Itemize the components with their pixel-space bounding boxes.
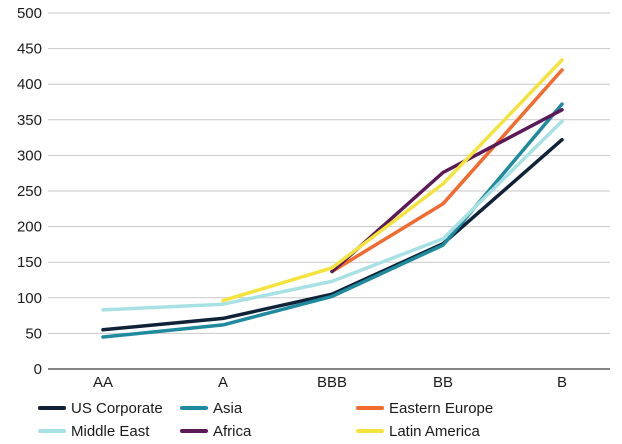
legend-label-middle-east: Middle East xyxy=(71,423,150,440)
x-tick-label: A xyxy=(218,374,228,391)
y-tick-label: 350 xyxy=(17,112,42,129)
y-tick-label: 400 xyxy=(17,76,42,93)
legend-label-asia: Asia xyxy=(213,400,243,417)
legend: US Corporate Asia Eastern Europe Middle Eas… xyxy=(38,400,493,440)
x-axis-tick-labels: AA A BBB BB B xyxy=(93,374,567,391)
y-tick-label: 50 xyxy=(25,325,42,342)
x-tick-label: BB xyxy=(433,374,453,391)
grid xyxy=(48,12,610,370)
series-line-asia xyxy=(101,102,564,339)
y-axis-tick-labels: 0 50 100 150 200 250 300 350 400 450 500 xyxy=(17,5,42,378)
y-tick-label: 300 xyxy=(17,147,42,164)
y-tick-label: 500 xyxy=(17,5,42,22)
y-tick-label: 200 xyxy=(17,219,42,236)
y-tick-label: 250 xyxy=(17,183,42,200)
series-lines xyxy=(101,58,564,339)
series-line-middle-east xyxy=(101,119,564,312)
series-line-eastern-europe xyxy=(330,68,564,274)
y-tick-label: 100 xyxy=(17,290,42,307)
legend-label-africa: Africa xyxy=(213,423,252,440)
y-tick-label: 0 xyxy=(34,361,42,378)
x-tick-label: B xyxy=(557,374,567,391)
x-tick-label: AA xyxy=(93,374,113,391)
y-tick-label: 150 xyxy=(17,254,42,271)
legend-label-latin-america: Latin America xyxy=(389,423,481,440)
series-line-latin-america xyxy=(221,58,564,303)
x-tick-label: BBB xyxy=(317,374,347,391)
series-line-us-corporate xyxy=(101,137,564,332)
legend-label-us-corporate: US Corporate xyxy=(71,400,163,417)
y-tick-label: 450 xyxy=(17,41,42,58)
legend-label-eastern-europe: Eastern Europe xyxy=(389,400,493,417)
